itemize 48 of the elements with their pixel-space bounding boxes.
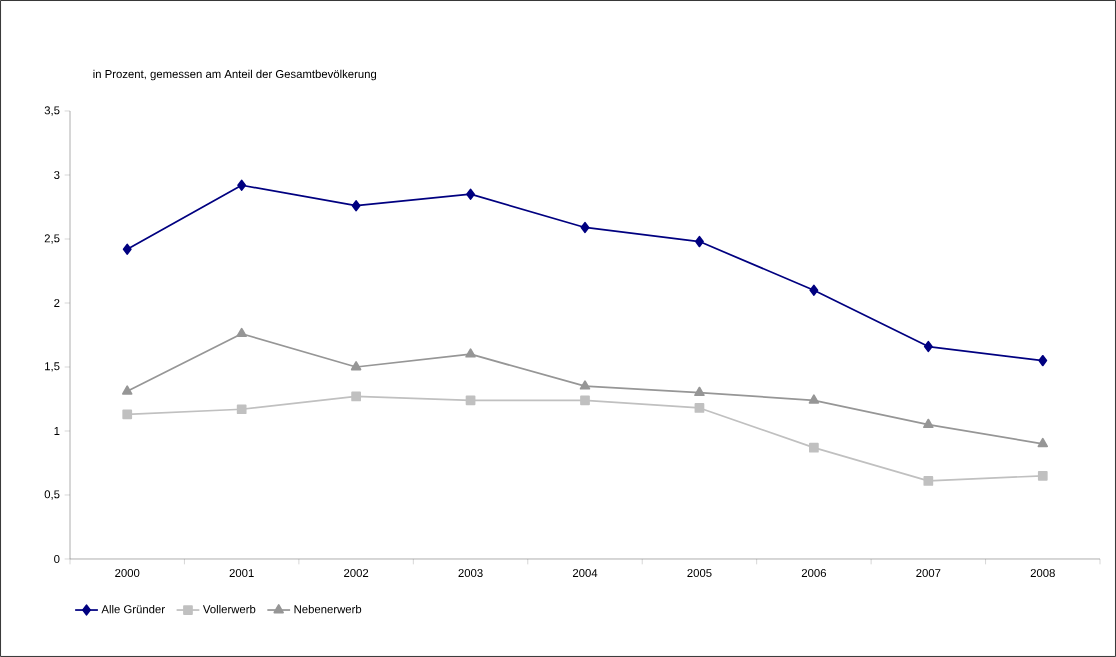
x-tick-label: 2008 <box>1030 569 1055 578</box>
point <box>694 235 704 248</box>
legend-label: Nebenerwerb <box>294 604 362 614</box>
x-tick-label: 2005 <box>687 569 712 578</box>
legend-label: Alle Gründer <box>101 604 165 614</box>
point <box>580 395 590 406</box>
x-tick-label: 2007 <box>916 569 941 578</box>
y-tick-label: 1 <box>54 427 60 435</box>
point <box>809 442 819 453</box>
point <box>694 403 705 413</box>
y-tick-label: 0,5 <box>44 490 60 500</box>
x-tick-label: 2000 <box>115 569 140 578</box>
point <box>121 385 133 395</box>
point <box>694 386 705 396</box>
x-tick-label: 2006 <box>801 569 826 578</box>
y-tick-label: 3 <box>54 171 60 180</box>
point <box>351 391 361 402</box>
point <box>237 179 247 191</box>
point <box>580 221 590 234</box>
y-tick-label: 3,5 <box>44 106 60 116</box>
point <box>1038 354 1048 367</box>
point <box>923 340 933 353</box>
x-tick-label: 2004 <box>572 569 598 578</box>
point <box>350 361 362 371</box>
point <box>236 404 247 415</box>
x-tick-label: 2001 <box>229 569 254 578</box>
point <box>808 394 820 404</box>
x-tick-label: 2003 <box>458 569 483 578</box>
point <box>579 380 591 390</box>
point <box>465 348 476 358</box>
point <box>923 418 934 428</box>
y-tick-label: 1,5 <box>45 362 60 372</box>
point <box>351 200 361 212</box>
point <box>923 476 934 486</box>
chart-title: in Prozent, gemessen am Anteil der Gesamtbevölkerung <box>93 69 377 81</box>
point <box>465 395 476 406</box>
point <box>1037 470 1048 481</box>
point <box>122 409 133 420</box>
point <box>122 243 132 255</box>
point <box>1037 437 1049 448</box>
x-tick-label: 2002 <box>344 569 369 578</box>
point <box>466 188 476 200</box>
y-tick-label: 2 <box>54 299 60 307</box>
point <box>809 284 819 296</box>
y-tick-label: 0 <box>54 555 60 564</box>
legend-label: Vollerwerb <box>202 604 256 614</box>
point <box>236 327 247 338</box>
y-tick-label: 2,5 <box>44 234 60 244</box>
